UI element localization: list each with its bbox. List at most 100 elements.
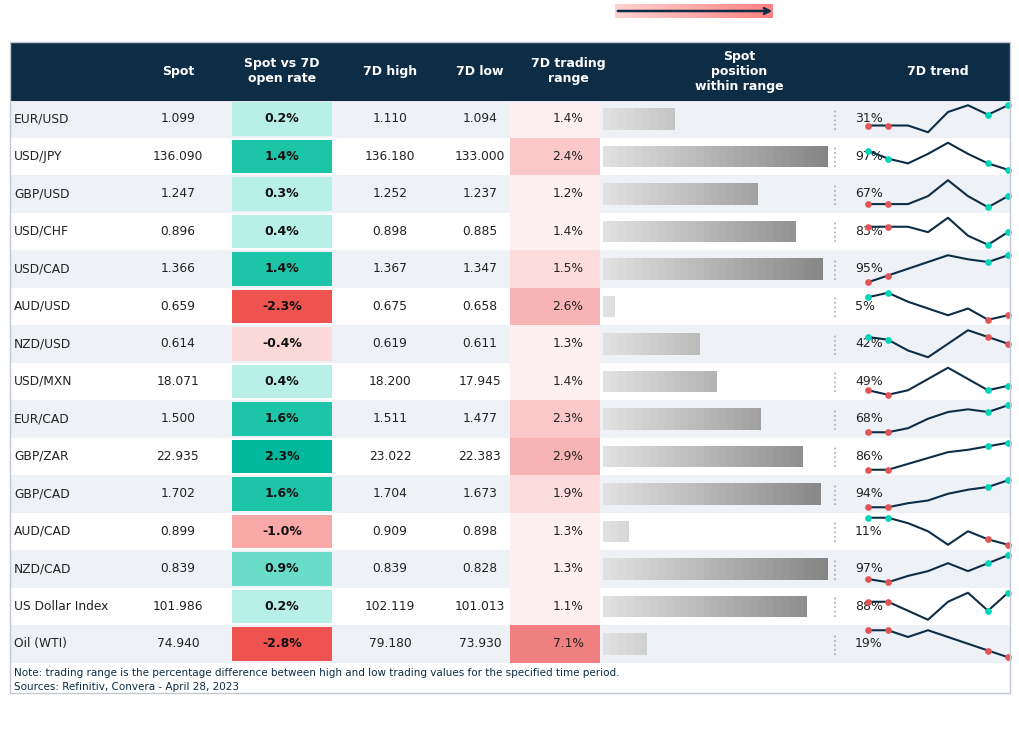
Bar	[615, 4, 619, 18]
Bar	[789, 145, 797, 167]
Bar	[610, 408, 619, 430]
Bar	[619, 595, 627, 617]
Text: GBP/ZAR: GBP/ZAR	[14, 450, 68, 463]
Bar	[649, 145, 657, 167]
Bar	[703, 595, 711, 617]
Bar	[664, 408, 674, 430]
Bar	[765, 483, 773, 505]
Bar	[773, 595, 782, 617]
Bar	[634, 258, 642, 279]
Bar	[681, 445, 689, 467]
Bar	[781, 220, 789, 242]
Bar	[696, 483, 704, 505]
Bar	[765, 595, 773, 617]
Bar	[703, 183, 711, 204]
Bar	[232, 290, 332, 323]
Text: 1.366: 1.366	[161, 262, 196, 275]
Bar	[603, 595, 611, 617]
Text: 0.898: 0.898	[372, 225, 408, 238]
Bar	[745, 4, 748, 18]
Bar	[726, 4, 730, 18]
Text: 136.180: 136.180	[365, 150, 416, 163]
Bar	[232, 402, 332, 436]
Bar	[711, 220, 719, 242]
Text: US Dollar Index: US Dollar Index	[14, 600, 108, 612]
Bar	[642, 633, 647, 654]
Text: -2.8%: -2.8%	[262, 638, 302, 650]
Bar	[673, 145, 681, 167]
Text: 1.511: 1.511	[373, 412, 408, 425]
Bar	[603, 296, 611, 317]
Bar	[681, 145, 689, 167]
Bar	[758, 558, 766, 579]
Text: 97%: 97%	[855, 150, 882, 163]
Text: 0.675: 0.675	[373, 300, 408, 312]
Text: 1.4%: 1.4%	[265, 262, 300, 275]
Text: 19%: 19%	[855, 638, 882, 650]
Bar	[627, 220, 635, 242]
Bar	[657, 408, 665, 430]
Bar	[610, 445, 619, 467]
Bar	[625, 4, 628, 18]
Bar	[657, 333, 665, 354]
Bar	[696, 408, 704, 430]
Text: 2.3%: 2.3%	[552, 412, 584, 425]
Bar	[510, 587, 600, 625]
Bar	[711, 408, 719, 430]
Bar	[10, 438, 1010, 475]
Bar	[628, 4, 632, 18]
Bar	[727, 145, 735, 167]
Bar	[766, 4, 770, 18]
Text: Note: trading range is the percentage difference between high and low trading va: Note: trading range is the percentage di…	[14, 668, 620, 679]
Bar	[619, 258, 627, 279]
Text: 0.885: 0.885	[463, 225, 497, 238]
Bar	[627, 108, 635, 130]
Bar	[735, 145, 743, 167]
Bar	[664, 371, 674, 392]
Text: 1.3%: 1.3%	[552, 338, 584, 350]
Bar	[603, 145, 611, 167]
Text: 22.383: 22.383	[459, 450, 501, 463]
Bar	[10, 250, 1010, 287]
Bar	[681, 183, 689, 204]
Bar	[657, 558, 665, 579]
Text: 101.013: 101.013	[454, 600, 505, 612]
Bar	[735, 408, 743, 430]
Text: 73.930: 73.930	[459, 638, 501, 650]
Bar	[765, 258, 773, 279]
Bar	[727, 445, 735, 467]
Bar	[673, 183, 681, 204]
Bar	[232, 102, 332, 136]
Bar	[754, 4, 758, 18]
Bar	[819, 558, 827, 579]
Bar	[696, 445, 704, 467]
Text: 79.180: 79.180	[369, 638, 412, 650]
Bar	[819, 258, 823, 279]
Bar	[232, 477, 332, 511]
Bar	[719, 408, 728, 430]
Bar	[673, 445, 681, 467]
Bar	[681, 220, 689, 242]
Bar	[789, 483, 797, 505]
Bar	[719, 595, 728, 617]
Bar	[510, 363, 600, 400]
Text: 136.090: 136.090	[153, 150, 203, 163]
Bar	[703, 408, 711, 430]
Bar	[750, 145, 758, 167]
Bar	[619, 483, 627, 505]
Bar	[510, 212, 600, 250]
Bar	[657, 258, 665, 279]
Text: 94%: 94%	[855, 487, 882, 500]
Text: 1.4%: 1.4%	[552, 225, 584, 238]
Bar	[735, 4, 739, 18]
Text: 0.9%: 0.9%	[265, 562, 300, 576]
Text: 7D low: 7D low	[457, 65, 503, 77]
Bar	[688, 258, 696, 279]
Bar	[719, 558, 728, 579]
Text: 1.237: 1.237	[463, 187, 497, 200]
Bar	[673, 595, 681, 617]
Bar	[10, 212, 1010, 250]
Bar	[603, 183, 611, 204]
Bar	[642, 371, 650, 392]
Text: EUR/USD: EUR/USD	[14, 112, 69, 125]
